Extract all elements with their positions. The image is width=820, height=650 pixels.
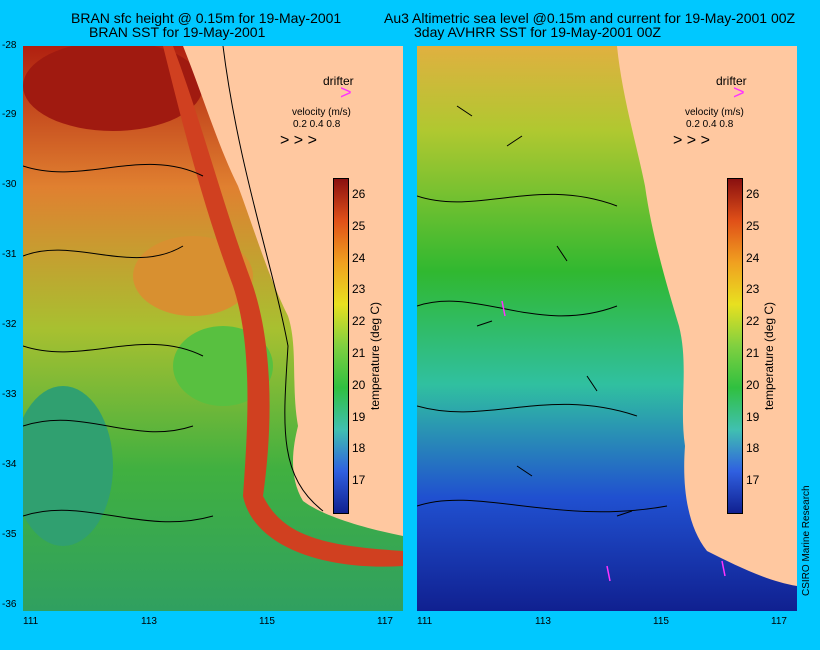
colorbar-tick-label: 23 <box>352 282 365 296</box>
y-tick-label: -29 <box>2 109 16 120</box>
colorbar-tick-label: 19 <box>746 410 759 424</box>
colorbar-tick-label: 25 <box>746 219 759 233</box>
colorbar-tick-label: 24 <box>352 251 365 265</box>
x-tick-label: 113 <box>535 616 551 627</box>
x-tick-label: 111 <box>23 616 38 627</box>
left-colorbar <box>333 178 349 514</box>
colorbar-tick-label: 17 <box>352 473 365 487</box>
colorbar-tick-label: 21 <box>746 346 759 360</box>
y-tick-label: -34 <box>2 459 16 470</box>
x-tick-label: 115 <box>259 616 275 627</box>
x-tick-label: 115 <box>653 616 669 627</box>
x-tick-label: 117 <box>377 616 393 627</box>
right-velocity-title: velocity (m/s) <box>685 107 744 118</box>
right-drifter-icon: > <box>733 82 745 105</box>
colorbar-tick-label: 18 <box>352 441 365 455</box>
y-tick-label: -28 <box>2 40 16 51</box>
colorbar-tick-label: 26 <box>352 187 365 201</box>
right-title-line2: 3day AVHRR SST for 19-May-2001 00Z <box>414 25 661 40</box>
left-velocity-values: 0.2 0.4 0.8 <box>293 119 340 130</box>
colorbar-tick-label: 24 <box>746 251 759 265</box>
x-tick-label: 111 <box>417 616 432 627</box>
colorbar-tick-label: 25 <box>352 219 365 233</box>
left-drifter-icon: > <box>340 82 352 105</box>
left-colorbar-label: temperature (deg C) <box>368 302 382 410</box>
y-tick-label: -36 <box>2 599 16 610</box>
y-tick-label: -35 <box>2 529 16 540</box>
colorbar-tick-label: 26 <box>746 187 759 201</box>
colorbar-tick-label: 22 <box>352 314 365 328</box>
credit: CSIRO Marine Research <box>801 485 812 596</box>
colorbar-tick-label: 21 <box>352 346 365 360</box>
left-title-line2: BRAN SST for 19-May-2001 <box>89 25 265 40</box>
x-tick-label: 113 <box>141 616 157 627</box>
right-colorbar <box>727 178 743 514</box>
colorbar-tick-label: 22 <box>746 314 759 328</box>
colorbar-tick-label: 17 <box>746 473 759 487</box>
colorbar-tick-label: 20 <box>352 378 365 392</box>
y-tick-label: -33 <box>2 389 16 400</box>
colorbar-tick-label: 20 <box>746 378 759 392</box>
right-colorbar-label: temperature (deg C) <box>762 302 776 410</box>
left-velocity-arrows: > > > <box>280 132 317 150</box>
y-tick-label: -31 <box>2 249 16 260</box>
right-velocity-values: 0.2 0.4 0.8 <box>686 119 733 130</box>
y-tick-label: -32 <box>2 319 16 330</box>
colorbar-tick-label: 18 <box>746 441 759 455</box>
left-velocity-title: velocity (m/s) <box>292 107 351 118</box>
y-tick-label: -30 <box>2 179 16 190</box>
colorbar-tick-label: 19 <box>352 410 365 424</box>
right-velocity-arrows: > > > <box>673 132 710 150</box>
x-tick-label: 117 <box>771 616 787 627</box>
colorbar-tick-label: 23 <box>746 282 759 296</box>
